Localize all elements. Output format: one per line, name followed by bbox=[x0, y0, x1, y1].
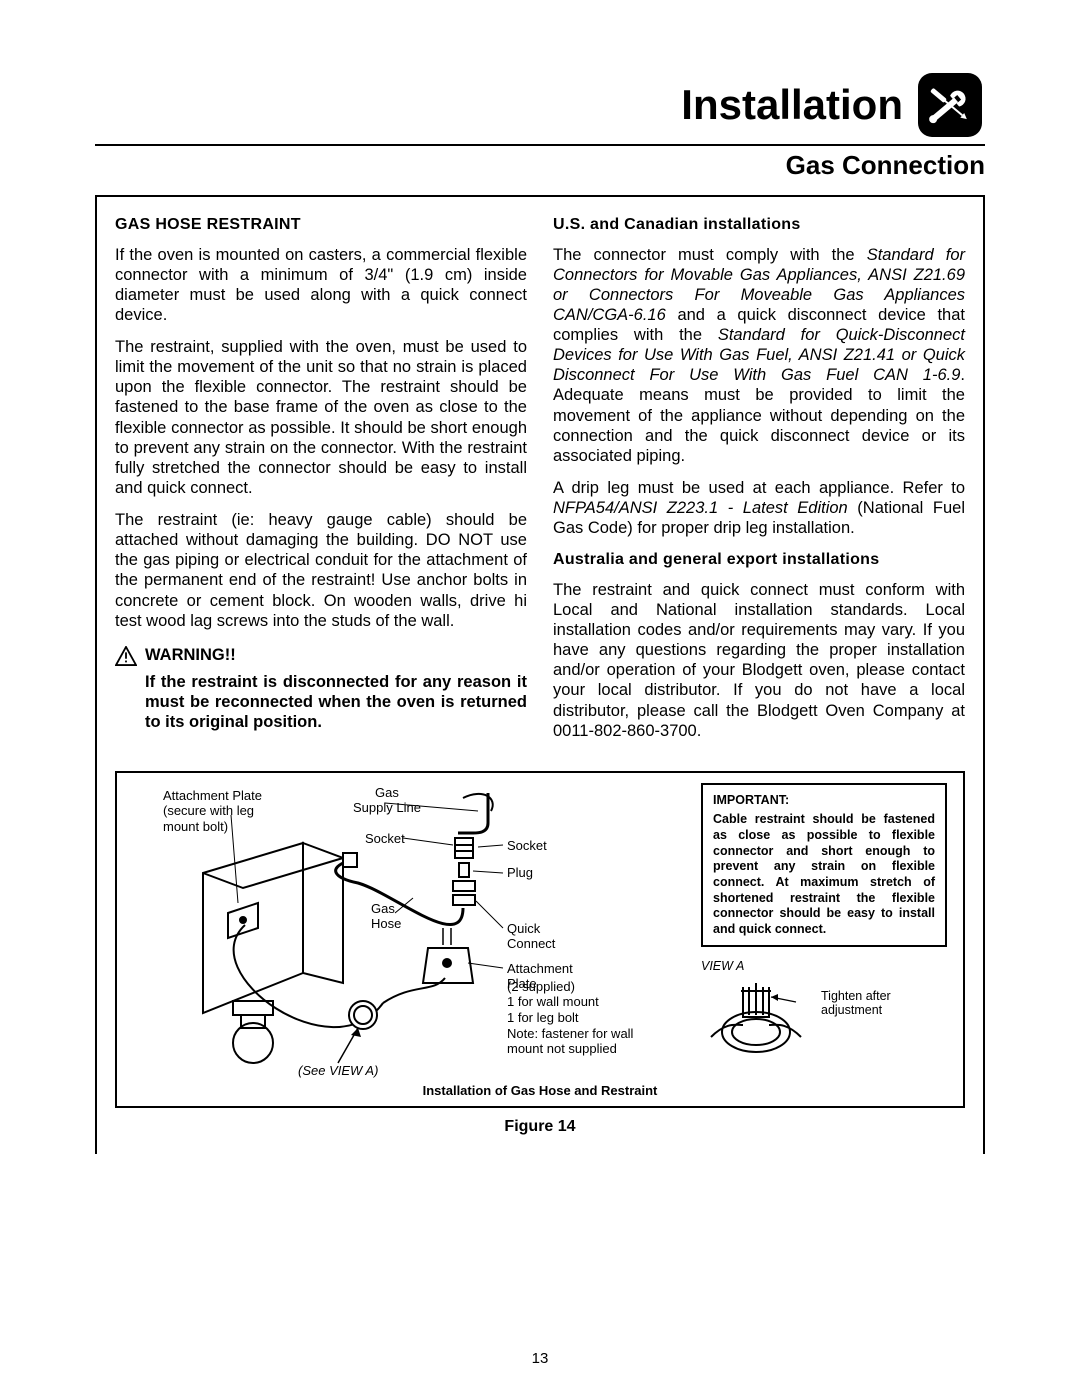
lbl-attach-plate2-sub: (2 supplied) 1 for wall mount 1 for leg … bbox=[507, 979, 633, 1057]
tighten-label: Tighten after adjustment bbox=[821, 989, 891, 1017]
para: The restraint, supplied with the oven, m… bbox=[115, 337, 527, 498]
lbl-socket2: Socket bbox=[507, 838, 547, 854]
figure-box: Attachment Plate (secure with leg mount … bbox=[115, 771, 965, 1108]
right-column: U.S. and Canadian installations The conn… bbox=[553, 215, 965, 753]
lbl-plug: Plug bbox=[507, 865, 533, 881]
left-column: GAS HOSE RESTRAINT If the oven is mounte… bbox=[115, 215, 527, 753]
section-subtitle: Gas Connection bbox=[95, 150, 985, 181]
important-body: Cable restraint should be fastened as cl… bbox=[713, 812, 935, 937]
aus-heading: Australia and general export installatio… bbox=[553, 550, 965, 570]
lbl-attach-plate: Attachment Plate (secure with leg mount … bbox=[163, 788, 262, 835]
lbl-socket1: Socket bbox=[365, 831, 405, 847]
figure-content: Attachment Plate (secure with leg mount … bbox=[133, 783, 947, 1093]
important-title: IMPORTANT: bbox=[713, 793, 935, 809]
warning-title: WARNING!! bbox=[145, 645, 236, 665]
para: If the oven is mounted on casters, a com… bbox=[115, 245, 527, 326]
warning-body: If the restraint is disconnected for any… bbox=[115, 672, 527, 732]
divider bbox=[95, 144, 985, 146]
figure-right-panel: IMPORTANT: Cable restraint should be fas… bbox=[701, 783, 947, 1093]
tools-icon bbox=[915, 70, 985, 140]
view-a-block: VIEW A bbox=[701, 959, 947, 1057]
figure-caption: Figure 14 bbox=[115, 1118, 965, 1136]
lbl-gas-hose: Gas Hose bbox=[371, 901, 401, 932]
diagram-main: Attachment Plate (secure with leg mount … bbox=[133, 783, 563, 1093]
page-title: Installation bbox=[681, 81, 903, 129]
important-box: IMPORTANT: Cable restraint should be fas… bbox=[701, 783, 947, 948]
view-a-label: VIEW A bbox=[701, 959, 947, 973]
para: A drip leg must be used at each applianc… bbox=[553, 478, 965, 538]
page-number: 13 bbox=[0, 1350, 1080, 1367]
lbl-quick-connect: Quick Connect bbox=[507, 921, 563, 952]
para: The restraint (ie: heavy gauge cable) sh… bbox=[115, 510, 527, 631]
lbl-see-view-a: (See VIEW A) bbox=[298, 1063, 378, 1079]
gas-hose-heading: GAS HOSE RESTRAINT bbox=[115, 215, 527, 235]
para: The connector must comply with the Stand… bbox=[553, 245, 965, 466]
lbl-gas-supply: Gas Supply Line bbox=[353, 785, 421, 816]
view-a-diagram bbox=[701, 977, 811, 1057]
warning-icon bbox=[115, 646, 137, 666]
content-frame: GAS HOSE RESTRAINT If the oven is mounte… bbox=[95, 195, 985, 1154]
warning-header: WARNING!! bbox=[115, 645, 527, 666]
text-columns: GAS HOSE RESTRAINT If the oven is mounte… bbox=[115, 215, 965, 753]
us-heading: U.S. and Canadian installations bbox=[553, 215, 965, 235]
para: The restraint and quick connect must con… bbox=[553, 580, 965, 741]
header: Installation bbox=[95, 70, 985, 140]
